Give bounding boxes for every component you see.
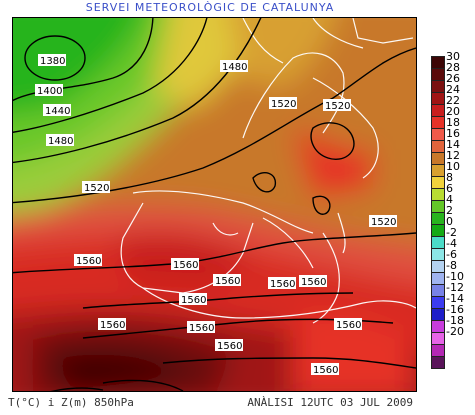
contour-label-1520-west: 1520 [84,183,109,194]
legend-swatch [431,356,445,369]
legend-label: -4 [446,237,457,250]
legend-label: 8 [446,171,453,184]
legend-label: -16 [446,303,464,316]
legend-label: 26 [446,72,460,85]
temperature-map: 1380 1400 1440 1480 1480 1520 1520 1520 … [12,17,417,392]
legend-label: 14 [446,138,460,151]
legend-label: 20 [446,105,460,118]
contour-label-1560-7: 1560 [100,320,125,331]
legend-label: 0 [446,215,453,228]
contour-label-1560-1: 1560 [76,256,101,267]
legend-label: -12 [446,281,464,294]
legend-label: -14 [446,292,464,305]
contour-label-1440: 1440 [45,106,70,117]
contour-label-1560-3: 1560 [215,276,240,287]
contour-label-1520-north: 1520 [271,99,296,110]
analysis-timestamp: ANÀLISI 12UTC 03 JUL 2009 [247,396,413,409]
legend-label: -6 [446,248,457,261]
field-description: T(°C) i Z(m) 850hPa [8,396,134,409]
contour-label-1560-11: 1560 [313,365,338,376]
contour-label-1560-4: 1560 [270,279,295,290]
legend-label: 16 [446,127,460,140]
legend-label: -8 [446,259,457,272]
contour-label-1520-east: 1520 [371,217,396,228]
contour-labels: 1380 1400 1440 1480 1480 1520 1520 1520 … [35,54,397,376]
contour-label-1560-9: 1560 [336,320,361,331]
temperature-field [13,18,416,391]
legend-label: 6 [446,182,453,195]
legend-label: -10 [446,270,464,283]
contour-label-1560-10: 1560 [217,341,242,352]
temperature-legend [431,56,445,369]
contour-label-1560-2: 1560 [173,260,198,271]
legend-label: 4 [446,193,453,206]
contour-label-1480-west: 1480 [48,136,73,147]
contour-label-1560-5: 1560 [301,277,326,288]
contour-label-1560-8: 1560 [189,323,214,334]
legend-label: 18 [446,116,460,129]
page-title: SERVEI METEOROLÒGIC DE CATALUNYA [85,1,335,14]
legend-label: 2 [446,204,453,217]
map-canvas: 1380 1400 1440 1480 1480 1520 1520 1520 … [13,18,416,391]
contour-label-1560-6: 1560 [181,295,206,306]
contour-label-1520-northeast: 1520 [325,101,350,112]
legend-label: -20 [446,325,464,338]
legend-label: 12 [446,149,460,162]
contour-label-1480-north: 1480 [222,62,247,73]
contour-label-1400: 1400 [37,86,62,97]
legend-label: -18 [446,314,464,327]
legend-label: 22 [446,94,460,107]
legend-label: 30 [446,50,460,63]
legend-label: 28 [446,61,460,74]
contour-label-1380: 1380 [40,56,65,67]
legend-label: 24 [446,83,460,96]
legend-label: 10 [446,160,460,173]
legend-label: -2 [446,226,457,239]
